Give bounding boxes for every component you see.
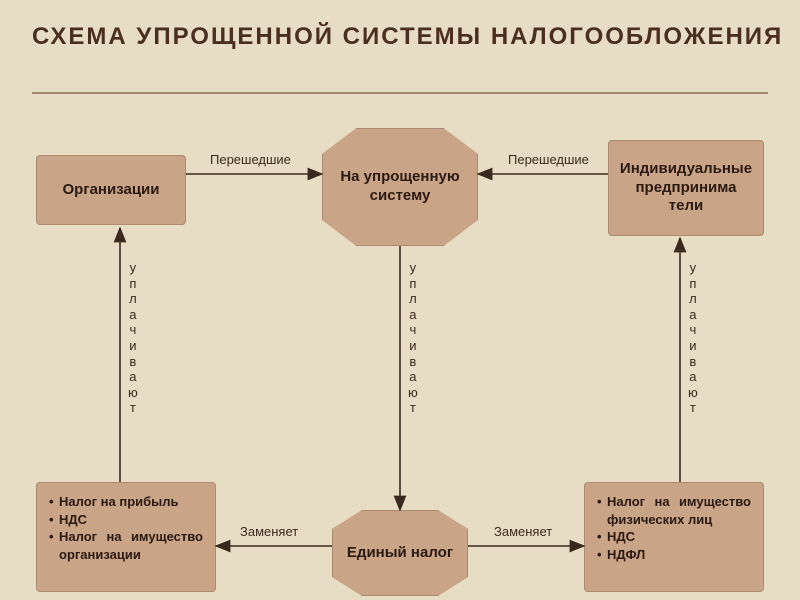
diagram: СХЕМА УПРОЩЕННОЙ СИСТЕМЫ НАЛОГООБЛОЖЕНИЯ…	[0, 0, 800, 600]
edge-label: Перешедшие	[210, 152, 291, 167]
title-rule	[32, 92, 768, 94]
list-item: •НДФЛ	[597, 546, 751, 564]
edge-label-vertical: уплачивают	[408, 260, 418, 416]
node-org: Организации	[36, 155, 186, 225]
list-item: •Налог на имущество организации	[49, 528, 203, 563]
node-right-taxes: •Налог на имущество физических лиц•НДС•Н…	[584, 482, 764, 592]
list-item: •Налог на прибыль	[49, 493, 203, 511]
edge-label-vertical: уплачивают	[128, 260, 138, 416]
node-ip-label: Индивидуальные предпринима тели	[617, 160, 755, 216]
edge-label: Заменяет	[240, 524, 298, 539]
node-single-tax: Единый налог	[332, 510, 468, 596]
node-left-taxes: •Налог на прибыль•НДС•Налог на имущество…	[36, 482, 216, 592]
list-item: •Налог на имущество физических лиц	[597, 493, 751, 528]
node-single-tax-label: Единый налог	[347, 544, 453, 563]
edge-label: Перешедшие	[508, 152, 589, 167]
edge-label: Заменяет	[494, 524, 552, 539]
edge-label-vertical: уплачивают	[688, 260, 698, 416]
node-usn-label: На упрощенную систему	[335, 168, 465, 206]
list-item: •НДС	[49, 511, 203, 529]
node-org-label: Организации	[63, 181, 160, 200]
node-usn: На упрощенную систему	[322, 128, 478, 246]
list-item: •НДС	[597, 528, 751, 546]
node-ip: Индивидуальные предпринима тели	[608, 140, 764, 236]
page-title: СХЕМА УПРОЩЕННОЙ СИСТЕМЫ НАЛОГООБЛОЖЕНИЯ	[32, 22, 783, 52]
